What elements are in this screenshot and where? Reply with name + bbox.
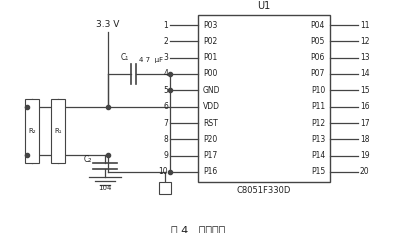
Text: 10: 10 [158,168,168,177]
Text: P02: P02 [203,37,217,46]
Text: C8051F330D: C8051F330D [237,186,291,195]
Bar [51,99,65,163]
Text: P04: P04 [310,21,325,30]
Text: P05: P05 [310,37,325,46]
Text: 7: 7 [163,119,168,127]
Text: VDD: VDD [203,102,220,111]
Text: 2: 2 [163,37,168,46]
Text: 16: 16 [360,102,370,111]
Bar [159,182,171,194]
Text: 4 7  μF: 4 7 μF [139,57,163,63]
Text: R₂: R₂ [28,128,36,134]
Text: 5: 5 [163,86,168,95]
Text: GND: GND [203,86,220,95]
Text: RST: RST [203,119,218,127]
Text: P10: P10 [311,86,325,95]
Text: P06: P06 [310,53,325,62]
Text: P00: P00 [203,69,218,79]
Text: R₁: R₁ [54,128,62,134]
Text: P13: P13 [311,135,325,144]
Text: 3: 3 [163,53,168,62]
Text: P14: P14 [311,151,325,160]
Text: P12: P12 [311,119,325,127]
Text: 19: 19 [360,151,370,160]
Text: 8: 8 [163,135,168,144]
Text: 6: 6 [163,102,168,111]
Text: 15: 15 [360,86,370,95]
Text: 104: 104 [98,185,112,191]
Text: 12: 12 [360,37,370,46]
Text: 18: 18 [360,135,370,144]
Text: P01: P01 [203,53,217,62]
Text: P15: P15 [311,168,325,177]
Text: 11: 11 [360,21,370,30]
Text: P16: P16 [203,168,217,177]
Text: P03: P03 [203,21,218,30]
Text: 14: 14 [360,69,370,79]
Text: P20: P20 [203,135,217,144]
Text: P17: P17 [203,151,217,160]
Text: P07: P07 [310,69,325,79]
Text: C₁: C₁ [121,53,129,62]
Text: 图 4   主控芯片: 图 4 主控芯片 [172,225,225,233]
Text: U1: U1 [257,1,271,11]
Text: 13: 13 [360,53,370,62]
Text: 3.3 V: 3.3 V [96,20,119,29]
Text: 9: 9 [163,151,168,160]
Bar [25,99,39,163]
Text: C₂: C₂ [84,155,92,164]
Bar [198,15,330,182]
Text: P11: P11 [311,102,325,111]
Text: 20: 20 [360,168,370,177]
Text: 4: 4 [163,69,168,79]
Text: 17: 17 [360,119,370,127]
Text: 1: 1 [163,21,168,30]
